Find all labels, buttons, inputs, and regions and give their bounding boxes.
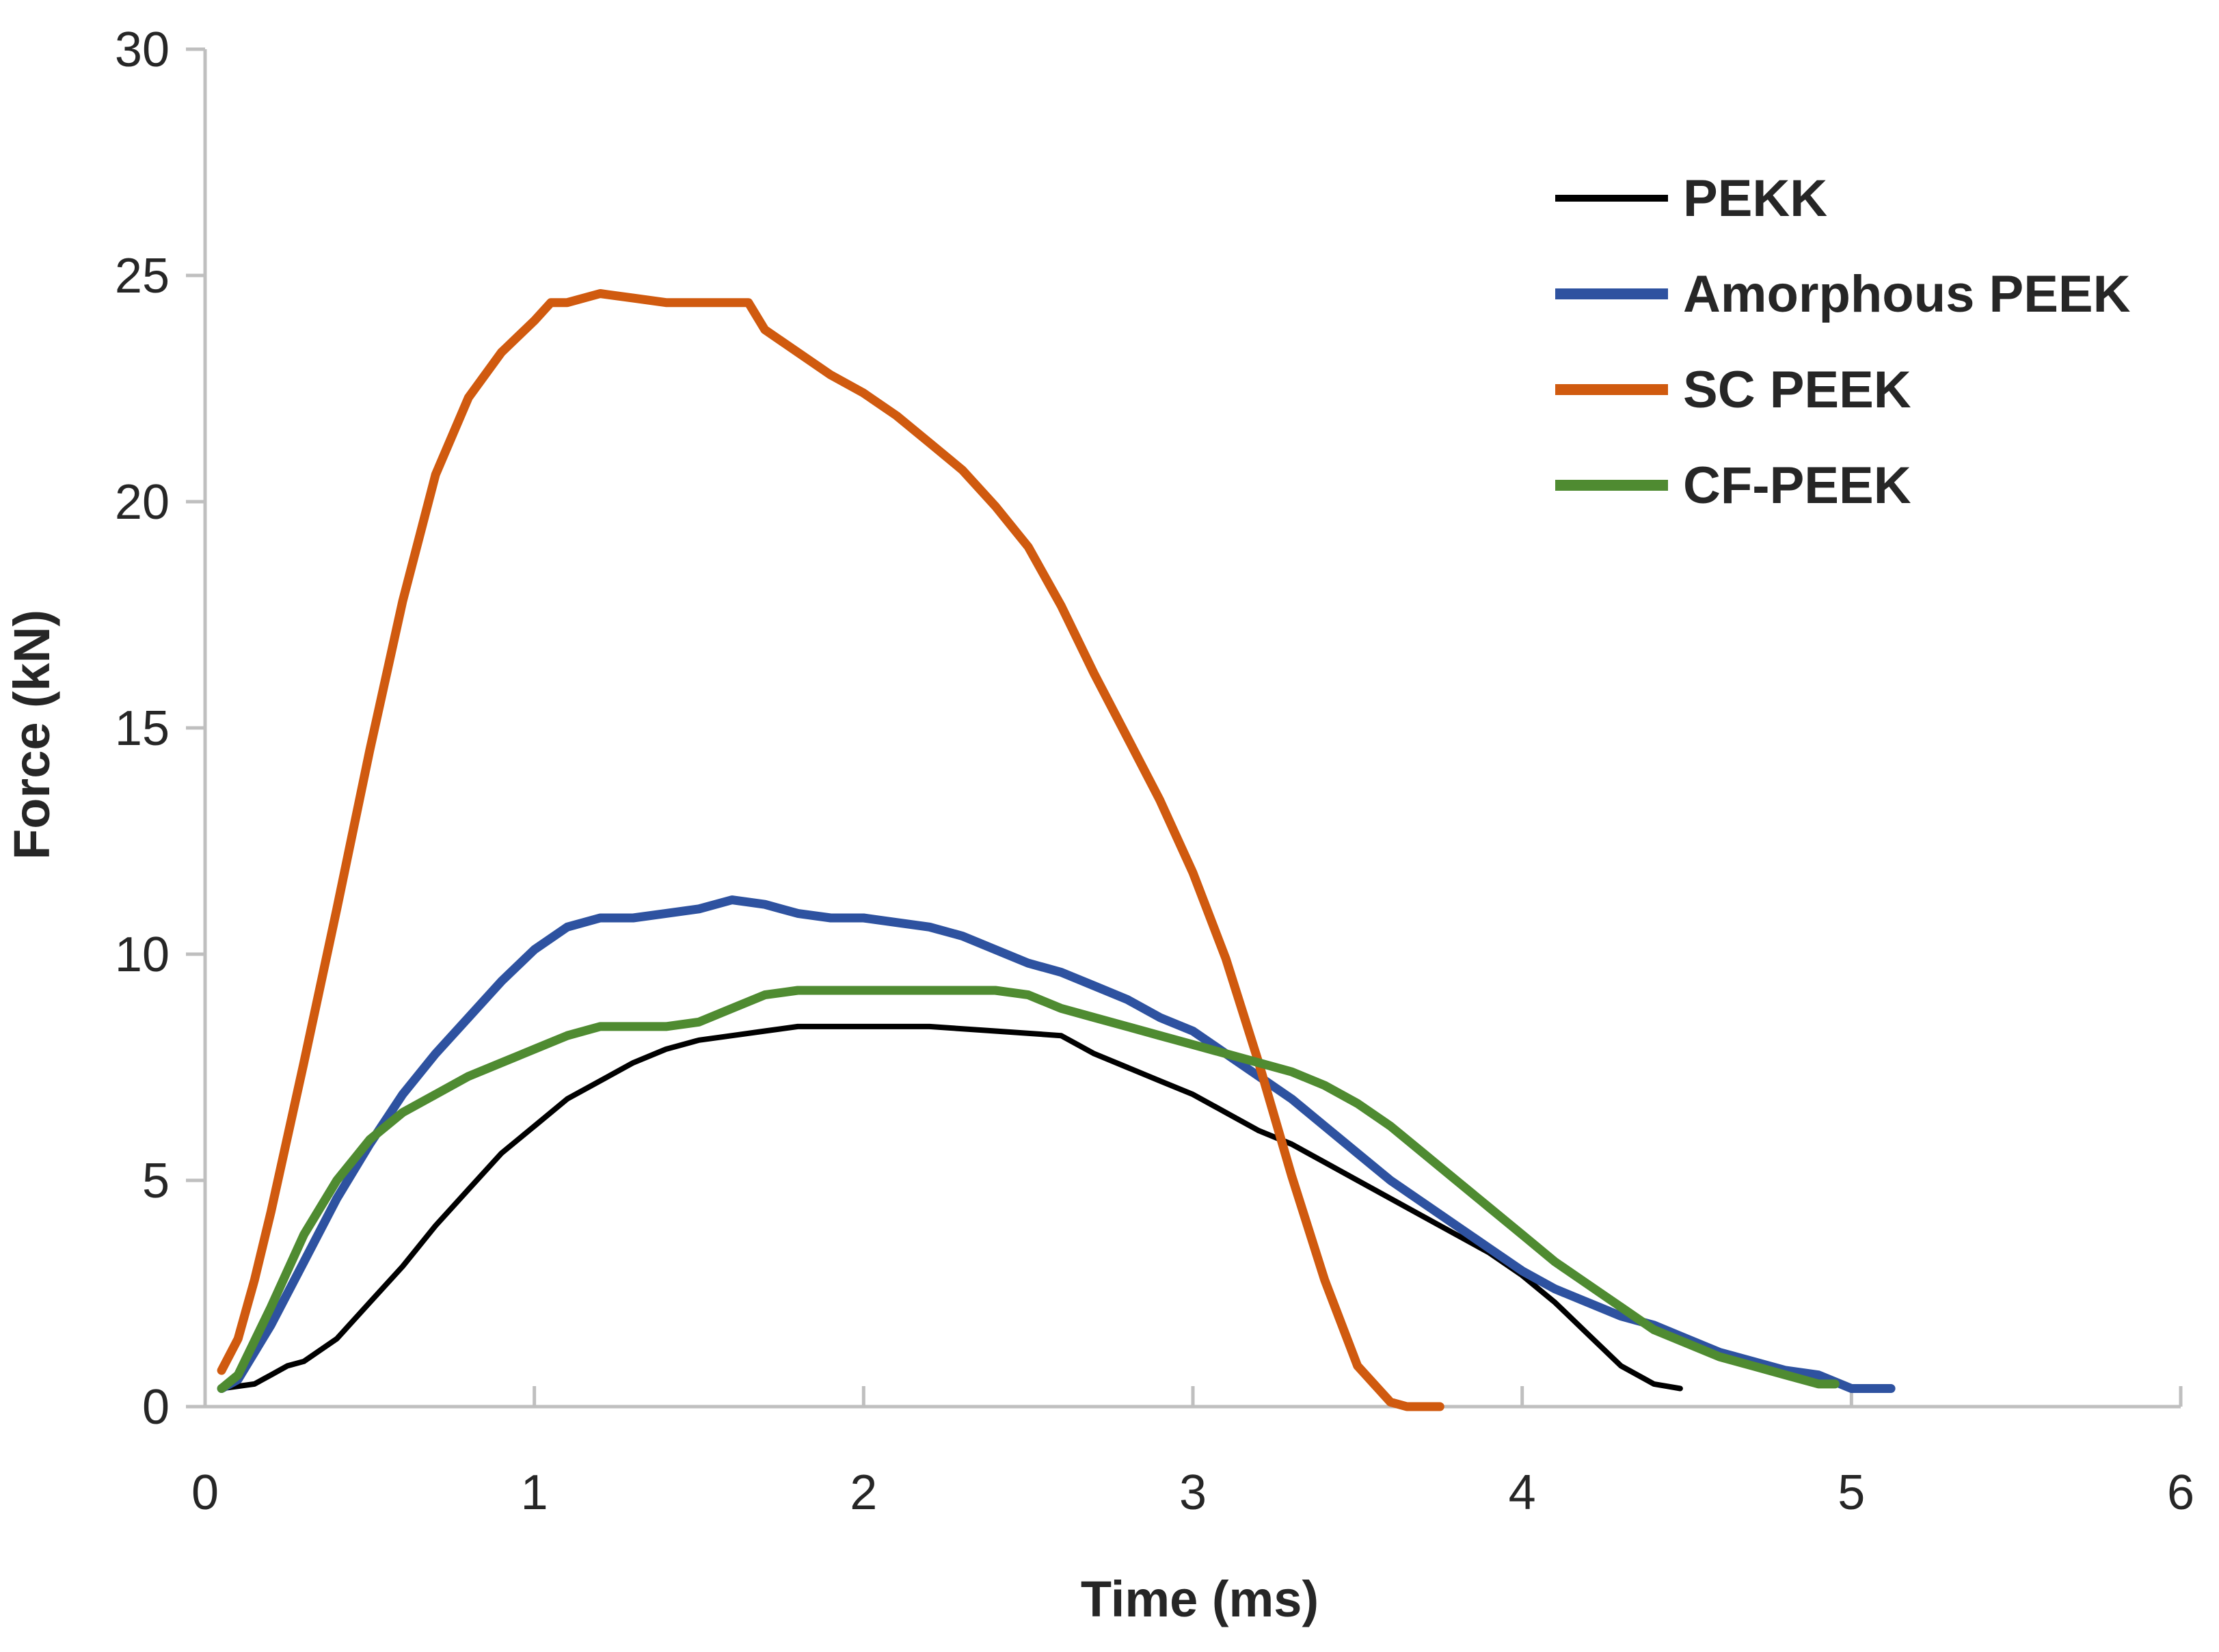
series-line-pekk bbox=[219, 1023, 1683, 1392]
x-axis-title: Time (ms) bbox=[1081, 1571, 1319, 1627]
x-tick-label: 4 bbox=[1509, 1465, 1536, 1520]
x-tick-label: 0 bbox=[191, 1465, 219, 1520]
y-tick-label: 20 bbox=[115, 475, 170, 530]
y-tick-label: 15 bbox=[115, 701, 170, 756]
legend-label-amorphous-peek: Amorphous PEEK bbox=[1683, 265, 2131, 323]
x-tick-label: 2 bbox=[850, 1465, 877, 1520]
y-tick-label: 10 bbox=[115, 927, 170, 982]
x-tick-label: 3 bbox=[1179, 1465, 1207, 1520]
y-tick-label: 30 bbox=[115, 23, 170, 77]
legend-label-sc-peek: SC PEEK bbox=[1683, 361, 1911, 419]
axes: 0 5 10 15 20 25 30 0 1 2 3 4 5 6 bbox=[115, 23, 2194, 1520]
legend-label-pekk: PEKK bbox=[1683, 170, 1827, 228]
series-line-cf-peek bbox=[217, 986, 1840, 1393]
x-tick-label: 1 bbox=[521, 1465, 548, 1520]
x-tick-label: 6 bbox=[2167, 1465, 2194, 1520]
x-tick-label: 5 bbox=[1838, 1465, 1865, 1520]
series-line-sc-peek bbox=[217, 289, 1444, 1411]
y-tick-label: 5 bbox=[142, 1154, 170, 1208]
legend-label-cf-peek: CF-PEEK bbox=[1683, 457, 1911, 515]
legend: PEKK Amorphous PEEK SC PEEK CF-PEEK bbox=[1555, 170, 2131, 515]
y-tick-label: 25 bbox=[115, 249, 170, 303]
y-tick-label: 0 bbox=[142, 1380, 170, 1435]
y-axis-title: Force (kN) bbox=[3, 610, 60, 860]
series-layer bbox=[217, 289, 1896, 1411]
series-line-amorphous-peek bbox=[217, 895, 1896, 1393]
